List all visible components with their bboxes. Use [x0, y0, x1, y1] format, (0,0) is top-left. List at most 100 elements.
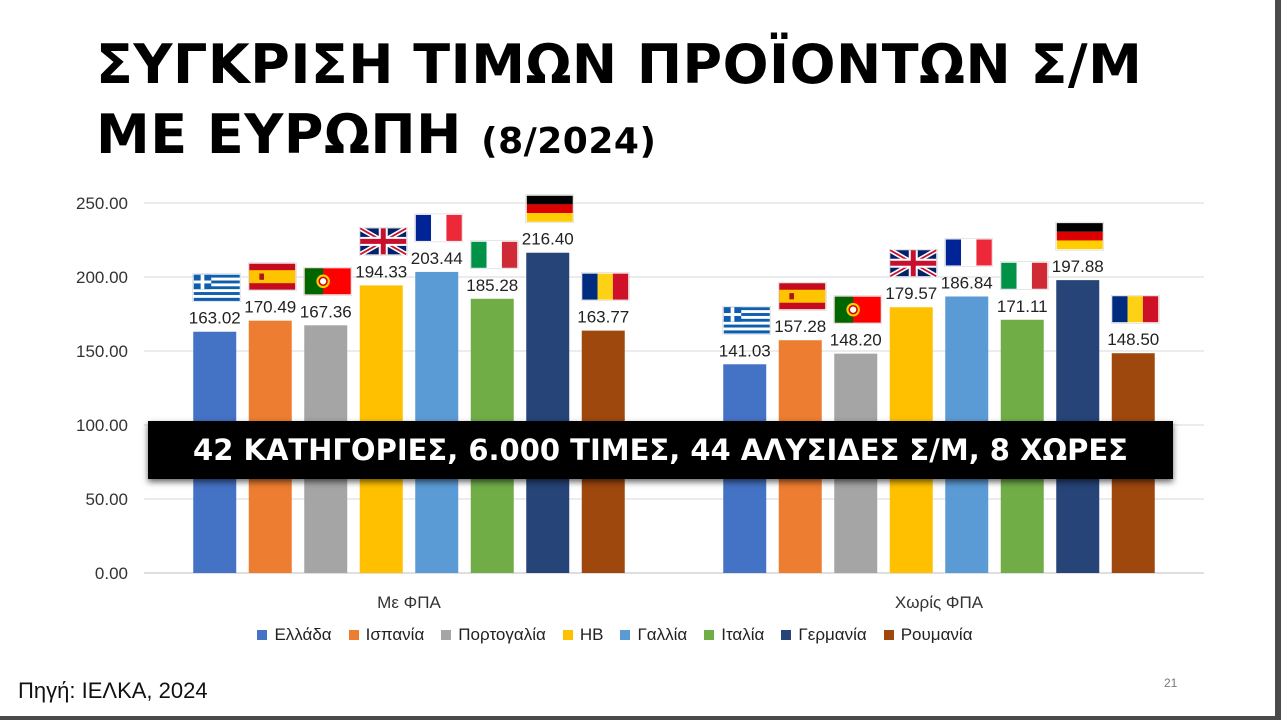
- legend-label: Ιταλία: [721, 625, 765, 644]
- flag-france-icon: [414, 213, 463, 243]
- flag-stripe: [526, 195, 573, 205]
- flag-stripe: [945, 239, 962, 266]
- data-label: 163.77: [577, 308, 629, 327]
- flag-stripe: [723, 318, 770, 322]
- legend-swatch: [562, 630, 573, 640]
- flag-stripe: [723, 327, 770, 331]
- bar-germany-1: [526, 252, 570, 573]
- legend-label: Ελλάδα: [274, 625, 332, 644]
- legend-item: Ιταλία: [704, 625, 764, 645]
- flag-stripe: [582, 273, 598, 300]
- y-tick-label: 100.00: [76, 416, 128, 435]
- flag-uk-icon: [359, 226, 408, 257]
- y-tick-label: 200.00: [76, 268, 128, 287]
- flag-italy-icon: [1000, 261, 1049, 291]
- legend-item: ΗΒ: [562, 625, 604, 645]
- flag-stripe: [431, 214, 447, 241]
- flag-stripe: [249, 270, 296, 284]
- legend-swatch: [781, 630, 792, 640]
- flag-stripe: [723, 324, 770, 328]
- y-tick-label: 50.00: [85, 490, 128, 509]
- flag-stripe: [193, 277, 240, 281]
- flag-stripe: [486, 241, 502, 268]
- summary-banner: 42 ΚΑΤΗΓΟΡΙΕΣ, 6.000 ΤΙΜΕΣ, 44 ΑΛΥΣΙΔΕΣ …: [148, 421, 1173, 479]
- flag-germany-icon: [525, 194, 574, 223]
- flag-stripe: [193, 283, 240, 287]
- flag-france-icon: [944, 238, 993, 267]
- data-label: 171.11: [997, 297, 1048, 316]
- data-label: 148.50: [1107, 330, 1159, 349]
- x-category-label: Με ΦΠΑ: [377, 593, 441, 612]
- legend-label: Γερμανία: [798, 625, 867, 644]
- flag-emblem: [259, 273, 264, 280]
- flag-stripe: [612, 273, 629, 300]
- legend-item: Ισπανία: [348, 625, 425, 645]
- legend-label: Πορτογαλία: [458, 625, 546, 644]
- slide-edge-right: [1275, 0, 1281, 720]
- flag-stripe: [471, 241, 487, 268]
- y-tick-label: 0.00: [95, 564, 128, 583]
- flag-spain-icon: [248, 262, 297, 291]
- flag-romania-icon: [1111, 294, 1160, 324]
- legend-swatch: [348, 630, 359, 640]
- legend-item: Γαλλία: [620, 625, 687, 645]
- flag-spain-icon: [778, 281, 827, 311]
- flag-emblem: [318, 276, 328, 286]
- flag-germany-icon: [1055, 221, 1104, 251]
- flag-stripe: [1001, 262, 1017, 289]
- flag-emblem: [789, 293, 794, 300]
- data-label: 203.44: [411, 249, 463, 268]
- y-tick-label: 150.00: [76, 342, 128, 361]
- flag-stripe: [446, 214, 462, 241]
- flag-stripe: [415, 214, 432, 241]
- flag-stripe: [193, 294, 240, 299]
- legend-label: ΗΒ: [579, 625, 604, 644]
- flag-stripe: [1112, 296, 1128, 323]
- flag-greece-icon: [192, 273, 241, 302]
- chart-legend: Ελλάδα Ισπανία Πορτογαλία ΗΒ Γαλλία Ιταλία Γερ…: [0, 625, 1230, 645]
- flag-stripe: [1056, 231, 1103, 241]
- flag-stripe: [1016, 262, 1032, 289]
- y-tick-label: 250.00: [76, 194, 128, 213]
- title-line-2-text: ΜΕ ΕΥΡΩΠΗ: [96, 103, 462, 166]
- flag-stripe: [723, 313, 770, 317]
- data-label: 216.40: [522, 230, 574, 249]
- flag-stripe: [723, 307, 770, 311]
- flag-stripe: [1031, 262, 1048, 289]
- flag-stripe: [193, 289, 240, 293]
- legend-swatch: [620, 630, 631, 640]
- flag-stripe: [834, 296, 854, 323]
- flag-stripe: [1056, 240, 1103, 250]
- legend-label: Ισπανία: [365, 625, 425, 644]
- slide-title: ΣΥΓΚΡΙΣΗ ΤΙΜΩΝ ΠΡΟΪΟΝΤΩΝ Σ/Μ ΜΕ ΕΥΡΩΠΗ (…: [96, 30, 1142, 177]
- flag-stripe: [193, 297, 240, 301]
- flag-stripe: [779, 289, 826, 303]
- flag-stripe: [304, 268, 324, 295]
- data-label: 186.84: [941, 273, 993, 292]
- flag-stripe: [961, 239, 977, 266]
- flag-stripe: [193, 292, 240, 296]
- title-line-1: ΣΥΓΚΡΙΣΗ ΤΙΜΩΝ ΠΡΟΪΟΝΤΩΝ Σ/Μ: [96, 33, 1143, 96]
- legend-label: Ρουμανία: [900, 625, 973, 644]
- flag-cross: [723, 313, 742, 316]
- flag-emblem: [848, 305, 858, 315]
- slide-edge-bottom: [0, 716, 1281, 720]
- title-line-2: ΜΕ ΕΥΡΩΠΗ (8/2024): [96, 100, 1142, 177]
- flag-stripe: [597, 273, 613, 300]
- source-note: Πηγή: ΙΕΛΚΑ, 2024: [18, 678, 208, 703]
- flag-cross: [890, 260, 937, 266]
- data-label: 167.36: [300, 302, 352, 321]
- legend-swatch: [257, 630, 268, 640]
- legend-item: Πορτογαλία: [441, 625, 546, 645]
- title-date: (8/2024): [481, 121, 657, 162]
- data-label: 179.57: [885, 284, 937, 303]
- legend-item: Ρουμανία: [883, 625, 973, 645]
- flag-stripe: [193, 280, 240, 284]
- legend-item: Ελλάδα: [257, 625, 332, 645]
- flag-stripe: [526, 204, 573, 214]
- data-label: 197.88: [1052, 257, 1104, 276]
- flag-stripe: [1056, 223, 1103, 232]
- data-label: 148.20: [830, 331, 882, 350]
- x-category-label: Χωρίς ΦΠΑ: [895, 593, 984, 612]
- flag-portugal-icon: [303, 267, 352, 296]
